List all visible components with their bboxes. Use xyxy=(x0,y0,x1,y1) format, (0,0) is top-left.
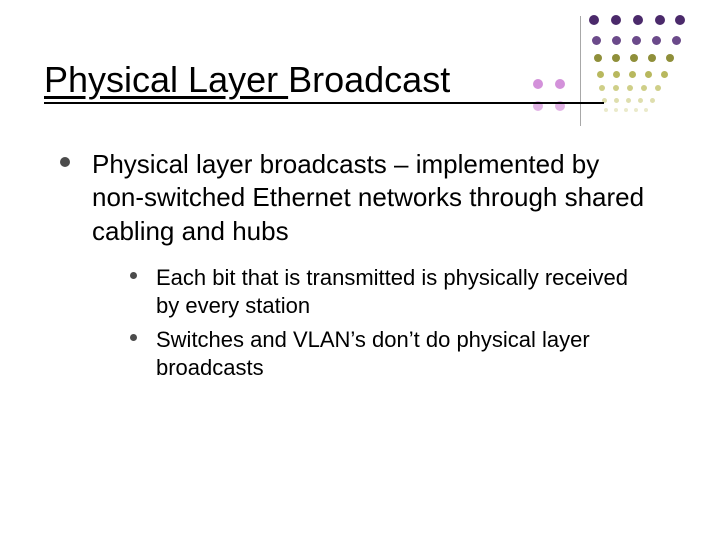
decoration-dot xyxy=(650,98,655,103)
slide-body: Physical layer broadcasts – implemented … xyxy=(60,148,650,396)
decoration-dot xyxy=(589,15,599,25)
decoration-dot xyxy=(661,71,668,78)
slide-title: Physical Layer Broadcast xyxy=(44,59,450,100)
decoration-dot xyxy=(612,36,621,45)
decoration-dot xyxy=(630,54,638,62)
bullet-icon xyxy=(60,157,70,167)
slide: Physical Layer Broadcast Physical layer … xyxy=(0,0,720,540)
decoration-dot xyxy=(675,15,685,25)
bullet-level1-text: Physical layer broadcasts – implemented … xyxy=(92,148,650,248)
decoration-dot xyxy=(638,98,643,103)
decoration-dot xyxy=(592,36,601,45)
decoration-dot xyxy=(655,85,661,91)
decoration-dot xyxy=(624,108,628,112)
decoration-dot xyxy=(611,15,621,25)
bullet-level1: Physical layer broadcasts – implemented … xyxy=(60,148,650,382)
title-rest-part: Broadcast xyxy=(288,59,450,100)
decoration-dot xyxy=(645,71,652,78)
decoration-dot xyxy=(634,108,638,112)
decoration-dot xyxy=(644,108,648,112)
decoration-dot xyxy=(613,71,620,78)
decoration-dot xyxy=(632,36,641,45)
decoration-dot xyxy=(614,98,619,103)
decoration-dot xyxy=(613,85,619,91)
decoration-dot xyxy=(648,54,656,62)
decoration-dot xyxy=(604,108,608,112)
decoration-dot xyxy=(655,15,665,25)
bullet-icon xyxy=(130,272,137,279)
bullet-level2: Each bit that is transmitted is physical… xyxy=(130,264,650,320)
title-container: Physical Layer Broadcast xyxy=(44,60,604,104)
decoration-dot xyxy=(652,36,661,45)
decoration-dot xyxy=(629,71,636,78)
decoration-dot xyxy=(614,108,618,112)
decoration-dot xyxy=(612,54,620,62)
decoration-dot xyxy=(641,85,647,91)
decoration-dot xyxy=(627,85,633,91)
bullet-icon xyxy=(130,334,137,341)
bullet-level2-text: Switches and VLAN’s don’t do physical la… xyxy=(156,326,650,382)
decoration-dot xyxy=(666,54,674,62)
decoration-dot xyxy=(672,36,681,45)
decoration-dot xyxy=(633,15,643,25)
sublist: Each bit that is transmitted is physical… xyxy=(92,264,650,383)
decoration-dot xyxy=(626,98,631,103)
title-underlined-part: Physical Layer xyxy=(44,59,288,100)
bullet-level2: Switches and VLAN’s don’t do physical la… xyxy=(130,326,650,382)
bullet-level2-text: Each bit that is transmitted is physical… xyxy=(156,264,650,320)
